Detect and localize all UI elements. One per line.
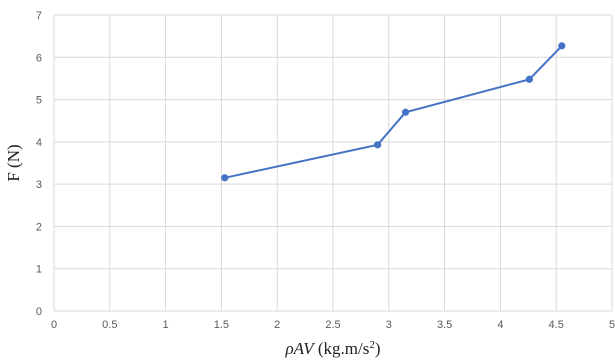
y-tick-label: 2 (36, 221, 42, 233)
x-tick-label: 4 (497, 319, 503, 331)
y-tick-label: 1 (36, 264, 42, 276)
grid-lines (54, 14, 613, 311)
x-tick-label: 3.5 (437, 319, 452, 331)
axes (53, 15, 612, 312)
x-axis-label-unit: (kg.m/s (314, 339, 370, 358)
y-tick-label: 3 (36, 179, 42, 191)
data-point (401, 108, 410, 116)
data-point (374, 141, 382, 149)
x-tick-label: 2.5 (325, 319, 340, 331)
y-axis-label: F (N) (4, 144, 23, 181)
x-tick-label: 5 (609, 319, 615, 331)
x-tick-label: 0 (51, 319, 57, 331)
series (221, 42, 566, 182)
x-tick-label: 4.5 (549, 319, 564, 331)
x-axis-label-sup: 2 (369, 339, 375, 351)
x-axis-label-close: ) (375, 339, 381, 358)
x-axis-label: ρAV (kg.m/s2) (285, 339, 381, 358)
data-point (558, 42, 566, 50)
series-line (224, 45, 563, 179)
x-tick-labels: 0 0.5 1 1.5 2 2.5 3 3.5 4 4.5 5 (51, 319, 615, 331)
x-axis-label-var: ρAV (285, 339, 317, 358)
data-point (221, 174, 229, 182)
x-tick-label: 3 (386, 319, 392, 331)
x-tick-label: 2 (274, 319, 280, 331)
x-tick-label: 1 (163, 319, 169, 331)
x-tick-label: 1.5 (214, 319, 229, 331)
x-tick-label: 0.5 (102, 319, 117, 331)
y-tick-label: 5 (36, 95, 42, 107)
data-point (525, 75, 534, 83)
y-tick-label: 7 (36, 10, 42, 22)
y-tick-labels: 0 1 2 3 4 5 6 7 (36, 10, 42, 318)
y-tick-label: 4 (36, 137, 42, 149)
y-tick-label: 0 (36, 306, 42, 318)
y-tick-label: 6 (36, 52, 42, 64)
